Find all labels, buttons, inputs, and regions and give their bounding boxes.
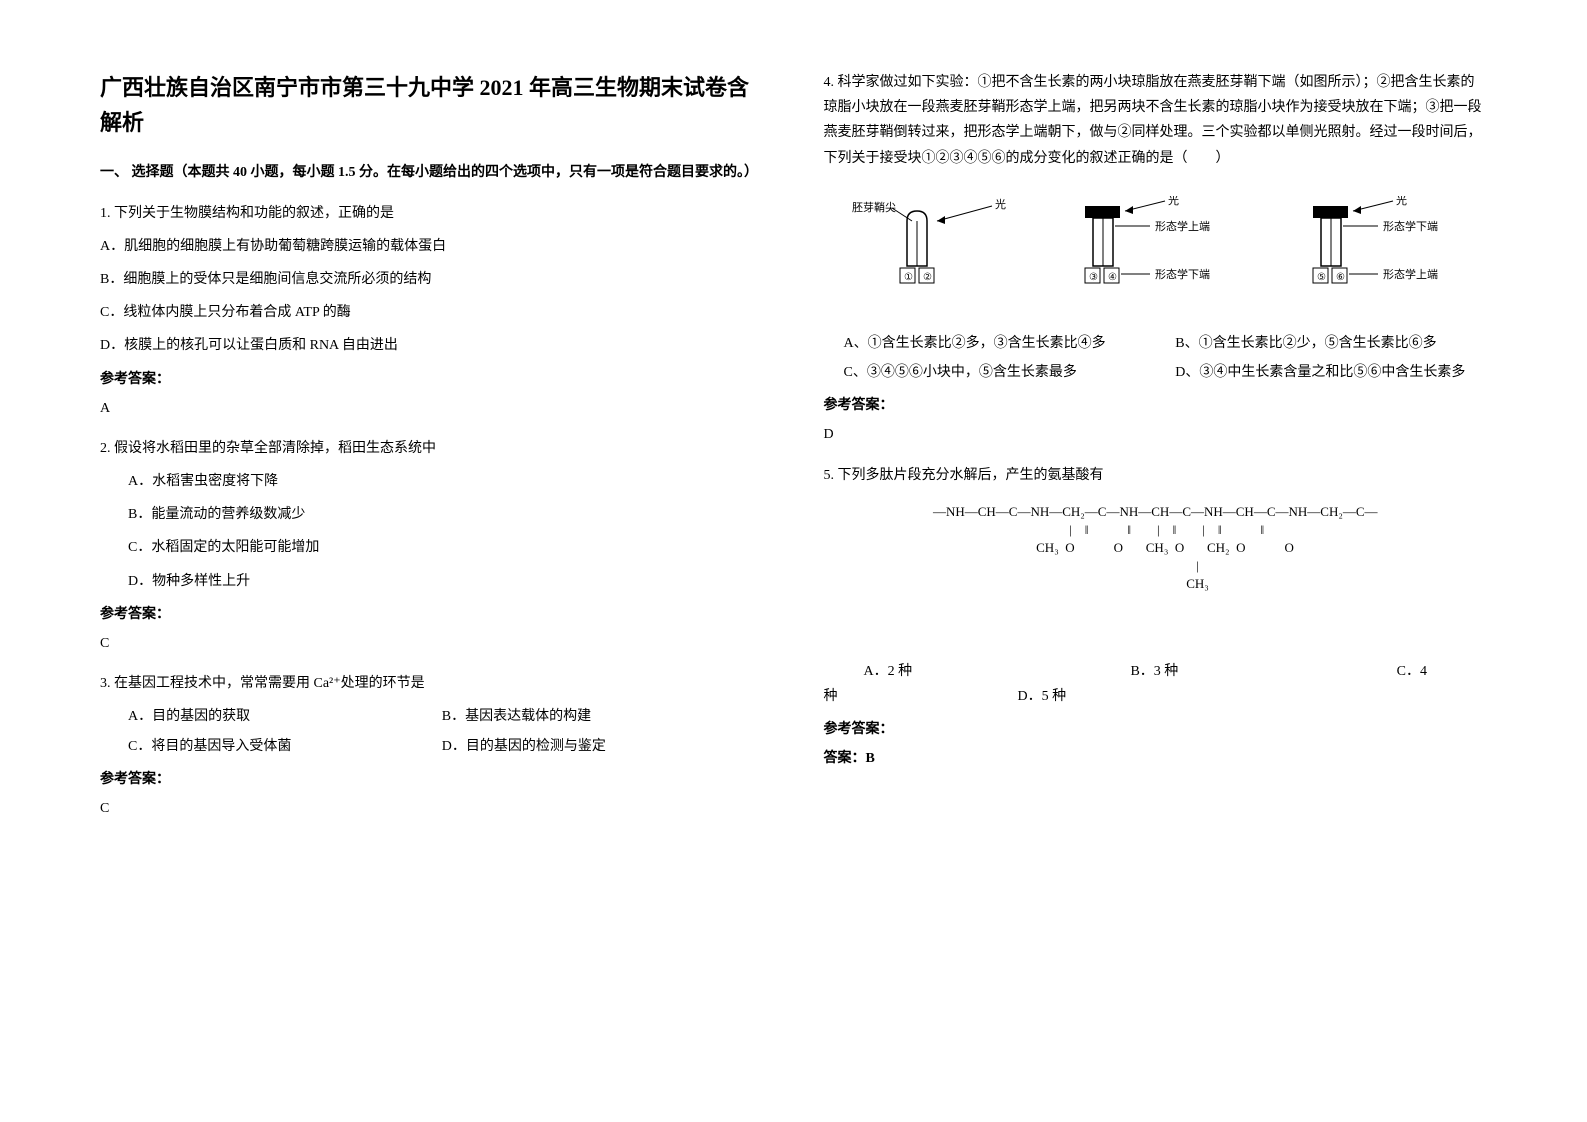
q1-answer-label: 参考答案： [100,367,764,392]
q4-opt-c: C、③④⑤⑥小块中，⑤含生长素最多 [844,360,1156,385]
q4-opt-d: D、③④中生长素含量之和比⑤⑥中含生长素多 [1175,360,1487,385]
q5-answer: 答案：B [824,746,1488,771]
question-4: 4. 科学家做过如下实验：①把不含生长素的两小块琼脂放在燕麦胚芽鞘下端（如图所示… [824,70,1488,448]
q4-diagram-1: 胚芽鞘尖 光 ① ② [847,196,1007,306]
d1-n2: ② [923,272,932,283]
exam-title: 广西壮族自治区南宁市市第三十九中学 2021 年高三生物期末试卷含解析 [100,70,764,140]
q1-answer: A [100,396,764,421]
d2-label-top: 形态学上端 [1155,219,1210,233]
q5-opt-a: A．2 种 [864,659,913,684]
q3-answer: C [100,796,764,821]
q5-opt-b: B．3 种 [1130,659,1178,684]
q5-formula: —NH—CH—C—NH—CH₂—C—NH—CH—C—NH—CH—C—NH—CH₂… [824,503,1488,594]
right-column: 4. 科学家做过如下实验：①把不含生长素的两小块琼脂放在燕麦胚芽鞘下端（如图所示… [794,70,1508,1082]
q2-opt-a: A．水稻害虫密度将下降 [100,469,764,494]
q2-answer-label: 参考答案： [100,602,764,627]
d3-n6: ⑥ [1336,272,1345,283]
q1-opt-b: B．细胞膜上的受体只是细胞间信息交流所必须的结构 [100,267,764,292]
q5-answer-label: 参考答案： [824,717,1488,742]
q4-diagram-2: 光 形态学上端 ③ ④ 形态学下端 [1055,196,1235,306]
q1-text: 1. 下列关于生物膜结构和功能的叙述，正确的是 [100,201,764,226]
d3-label-bot: 形态学上端 [1383,267,1438,281]
q2-opt-b: B．能量流动的营养级数减少 [100,502,764,527]
q5-opt-c: C．4 [1397,659,1427,684]
q3-text: 3. 在基因工程技术中，常常需要用 Ca²⁺处理的环节是 [100,671,764,696]
left-column: 广西壮族自治区南宁市市第三十九中学 2021 年高三生物期末试卷含解析 一、 选… [80,70,794,1082]
question-5: 5. 下列多肽片段充分水解后，产生的氨基酸有 —NH—CH—C—NH—CH₂—C… [824,463,1488,772]
q4-diagram: 胚芽鞘尖 光 ① ② 光 形态学上端 [824,186,1488,316]
d3-light: 光 [1396,196,1407,207]
q4-answer-label: 参考答案： [824,393,1488,418]
question-2: 2. 假设将水稻田里的杂草全部清除掉，稻田生态系统中 A．水稻害虫密度将下降 B… [100,436,764,656]
q5-opt-c2: 种 [824,684,838,709]
d2-n3: ③ [1089,272,1098,283]
question-3: 3. 在基因工程技术中，常常需要用 Ca²⁺处理的环节是 A．目的基因的获取 B… [100,671,764,821]
d3-n5: ⑤ [1317,272,1326,283]
q2-text: 2. 假设将水稻田里的杂草全部清除掉，稻田生态系统中 [100,436,764,461]
q1-opt-a: A．肌细胞的细胞膜上有协助葡萄糖跨膜运输的载体蛋白 [100,234,764,259]
f-l4: | [1043,558,1267,573]
q5-text: 5. 下列多肽片段充分水解后，产生的氨基酸有 [824,463,1488,488]
q2-opt-d: D．物种多样性上升 [100,569,764,594]
q3-answer-label: 参考答案： [100,767,764,792]
q4-opt-b: B、①含生长素比②少，⑤含生长素比⑥多 [1175,331,1487,356]
q3-opt-d: D．目的基因的检测与鉴定 [442,734,764,759]
d1-n1: ① [904,272,913,283]
f-l3: CH₃ O O CH₃ O CH₂ O O [1013,540,1297,555]
d1-light: 光 [995,197,1006,211]
f-l2: | ‖ ‖ | ‖ | ‖ ‖ [1043,522,1267,537]
question-1: 1. 下列关于生物膜结构和功能的叙述，正确的是 A．肌细胞的细胞膜上有协助葡萄糖… [100,201,764,421]
q4-text: 4. 科学家做过如下实验：①把不含生长素的两小块琼脂放在燕麦胚芽鞘下端（如图所示… [824,70,1488,171]
q4-opt-a: A、①含生长素比②多，③含生长素比④多 [844,331,1156,356]
f-l1: —NH—CH—C—NH—CH₂—C—NH—CH—C—NH—CH—C—NH—CH₂… [933,504,1378,519]
d1-label: 胚芽鞘尖 [852,200,896,214]
f-l5: CH₃ [1037,576,1274,591]
d3-label-top: 形态学下端 [1383,219,1438,233]
q3-opt-b: B．基因表达载体的构建 [442,704,764,729]
q5-opt-d: D．5 种 [1018,684,1067,709]
d2-n4: ④ [1108,272,1117,283]
q2-opt-c: C．水稻固定的太阳能可能增加 [100,535,764,560]
q4-answer: D [824,422,1488,447]
q3-opt-c: C．将目的基因导入受体菌 [100,734,422,759]
d2-label-bot: 形态学下端 [1155,267,1210,281]
q2-answer: C [100,631,764,656]
q4-diagram-3: 光 形态学下端 ⑤ ⑥ 形态学上端 [1283,196,1463,306]
d2-light: 光 [1168,196,1179,207]
q3-opt-a: A．目的基因的获取 [100,704,422,729]
q1-opt-c: C．线粒体内膜上只分布着合成 ATP 的酶 [100,300,764,325]
q1-opt-d: D．核膜上的核孔可以让蛋白质和 RNA 自由进出 [100,333,764,358]
section-1-header: 一、 选择题（本题共 40 小题，每小题 1.5 分。在每小题给出的四个选项中，… [100,160,764,185]
